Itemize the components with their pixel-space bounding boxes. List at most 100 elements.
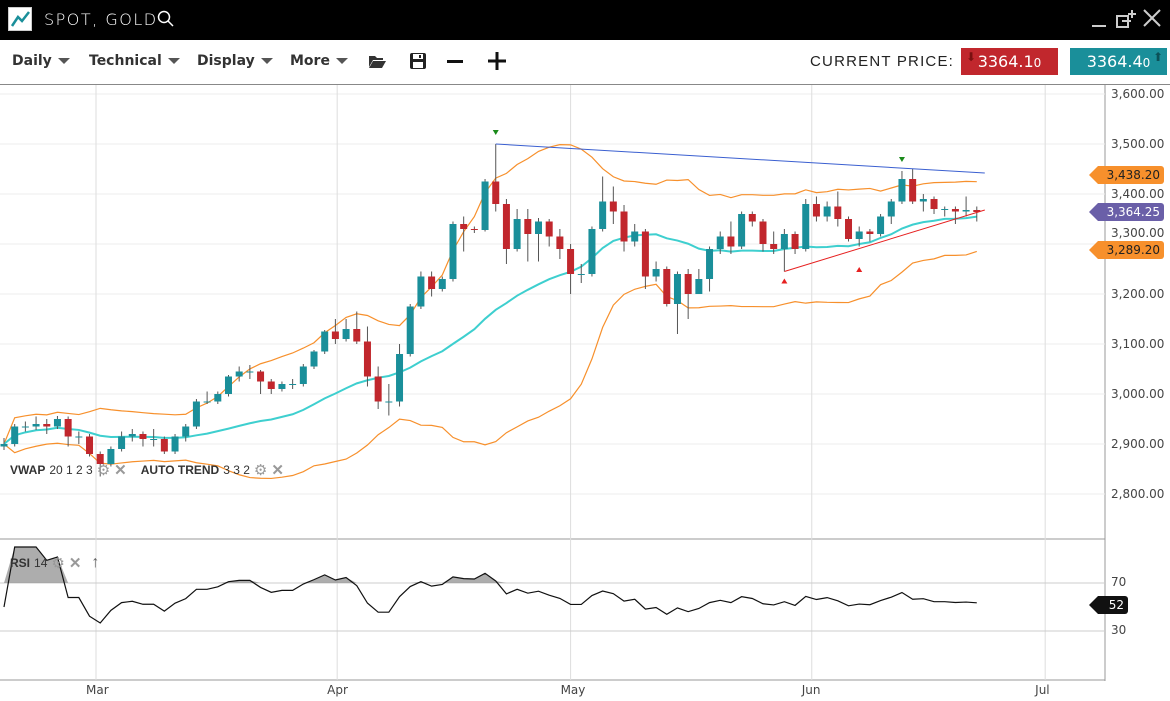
candle-body [909, 179, 917, 202]
candle-body [898, 179, 906, 202]
rsi-legend: RSI 14 ⚙ ✕ ↑ [10, 554, 99, 572]
candle-body [727, 236, 735, 247]
ask-price-button[interactable]: 3364.40 ⬆ [1070, 48, 1167, 75]
candle-body [150, 439, 158, 440]
candle-body [353, 329, 361, 342]
rsi-name: RSI [10, 556, 31, 570]
candle-body [502, 204, 510, 249]
candle-body [481, 181, 489, 230]
candle-body [748, 214, 756, 222]
overlay-legends: VWAP 20 1 2 3 ⚙ ✕ AUTO TREND 3 3 2 ⚙ ✕ [10, 461, 284, 479]
chevron-down-icon [167, 58, 180, 64]
gear-icon[interactable]: ⚙ [96, 462, 111, 479]
auto-trend-legend: AUTO TREND 3 3 2 ⚙ ✕ [141, 461, 284, 479]
swing-high-marker [898, 157, 905, 162]
rsi-level-70: 70 [1111, 575, 1127, 589]
menu-more[interactable]: More [290, 53, 348, 69]
candle-body [567, 249, 575, 274]
ask-price-pip: 0 [1142, 56, 1151, 70]
month-label: Jun [801, 683, 821, 697]
price-chart[interactable] [0, 85, 1170, 701]
candle-body [171, 436, 179, 452]
candle-body [706, 249, 714, 279]
menu-label: Technical [89, 53, 162, 69]
current-price-label: CURRENT PRICE: [810, 53, 955, 70]
minimize-icon[interactable] [1090, 8, 1108, 32]
candle-body [556, 236, 564, 249]
candle-body [331, 331, 339, 339]
close-icon[interactable]: ✕ [271, 462, 284, 479]
month-label: Apr [327, 683, 348, 697]
auto-trend-name: AUTO TREND [140, 463, 220, 477]
gear-icon[interactable]: ⚙ [253, 462, 268, 479]
price-tick-label: 3,000.00 [1111, 387, 1165, 401]
candle-body [107, 449, 115, 464]
zoom-out-icon[interactable] [446, 52, 464, 74]
candle-body [545, 221, 553, 237]
candle-body [460, 224, 468, 229]
candle-body [716, 236, 724, 249]
zoom-in-icon[interactable] [487, 51, 507, 75]
rsi-level-30: 30 [1111, 623, 1127, 637]
candle-body [321, 331, 329, 352]
candle-body [577, 274, 585, 275]
candle-body [951, 209, 959, 212]
bid-price-pip: 0 [1033, 56, 1042, 70]
arrow-up-icon[interactable]: ↑ [91, 554, 100, 571]
candle-body [139, 434, 147, 439]
candle-body [128, 434, 136, 437]
chevron-down-icon [335, 58, 348, 64]
candle-body [214, 394, 222, 402]
candle-body [930, 199, 938, 209]
candle-body [802, 204, 810, 249]
popout-icon[interactable] [1115, 8, 1137, 34]
candle-body [470, 229, 478, 230]
candle-body [973, 210, 981, 212]
candle-body [96, 454, 104, 464]
menu-display[interactable]: Display [197, 53, 273, 69]
gear-icon[interactable]: ⚙ [51, 555, 65, 572]
candle-body [513, 219, 521, 249]
price-tick-label: 2,800.00 [1111, 487, 1165, 501]
candle-body [385, 401, 393, 403]
close-icon[interactable] [1142, 8, 1162, 32]
close-icon[interactable]: ✕ [114, 462, 127, 479]
candle-body [86, 436, 94, 454]
candle-body [182, 426, 190, 437]
rsi-overbought-fill [0, 547, 977, 583]
swing-high-marker [492, 130, 499, 135]
auto-trend-params: 3 3 2 [223, 463, 250, 477]
instrument-title: SPOT, GOLD [44, 10, 158, 29]
chart-logo-icon [8, 7, 32, 31]
candle-body [417, 276, 425, 307]
search-icon[interactable] [156, 9, 176, 33]
bid-price: 3364.1 [977, 52, 1034, 71]
lower-band-line [3, 250, 977, 480]
candle-body [396, 354, 404, 402]
candle-body [374, 376, 382, 402]
candle-body [866, 231, 874, 234]
candle-body [535, 221, 542, 234]
menu-daily[interactable]: Daily [12, 53, 70, 69]
close-icon[interactable]: ✕ [68, 555, 82, 572]
folder-open-icon[interactable] [368, 53, 386, 73]
save-icon[interactable] [409, 52, 427, 74]
candle-body [438, 279, 446, 289]
bid-price-button[interactable]: ⬇ 3364.10 [961, 48, 1058, 75]
candle-body [267, 381, 275, 389]
candle-body [299, 366, 307, 384]
candle-body [32, 424, 40, 427]
candle-body [160, 439, 168, 452]
arrow-down-icon: ⬇ [966, 50, 977, 64]
candle-body [812, 204, 820, 217]
candle-body [43, 424, 51, 427]
upper-band-tag: 3,438.20 [1089, 166, 1164, 184]
candle-body [192, 401, 200, 427]
rsi-line [3, 546, 977, 624]
candle-body [855, 231, 863, 239]
candle-body [823, 206, 831, 217]
price-tick-label: 3,400.00 [1111, 187, 1165, 201]
menu-technical[interactable]: Technical [89, 53, 180, 69]
toolbar: Daily Technical Display More CURRENT PRI… [0, 40, 1170, 85]
candle-body [524, 219, 532, 234]
